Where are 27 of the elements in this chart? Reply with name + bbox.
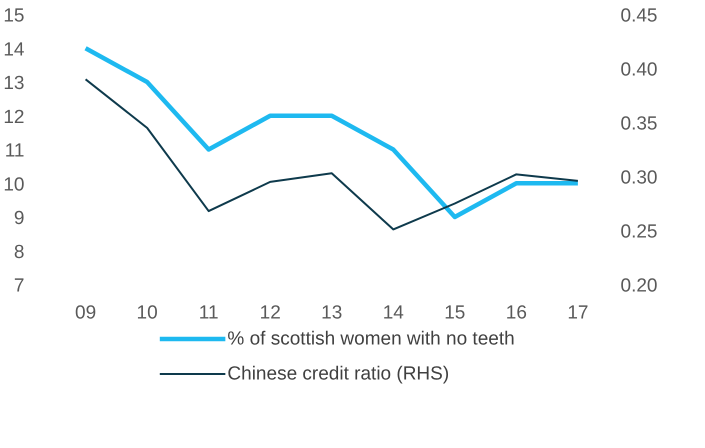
x-tick-label: 17 (567, 302, 588, 324)
y2-tick-label: 0.45 (620, 6, 658, 26)
y2-tick-label: 0.35 (620, 114, 658, 134)
y2-tick-label: 0.30 (620, 168, 658, 188)
y-tick-label: 8 (14, 242, 25, 263)
y-tick-label: 9 (14, 208, 25, 229)
y-tick-label: 14 (3, 39, 25, 60)
y2-tick-label: 0.40 (620, 60, 658, 80)
y-tick-label: 13 (3, 73, 25, 94)
x-tick-label: 09 (75, 302, 96, 324)
x-tick-label: 10 (136, 302, 158, 324)
legend-label: % of scottish women with no teeth (227, 328, 515, 350)
y-tick-label: 15 (3, 6, 25, 26)
x-tick-label: 13 (321, 302, 342, 324)
x-tick-label: 14 (382, 302, 404, 324)
y2-tick-label: 0.20 (620, 276, 658, 296)
x-tick-label: 11 (198, 302, 219, 324)
y-tick-label: 12 (3, 106, 25, 128)
legend-label: Chinese credit ratio (RHS) (227, 364, 450, 384)
x-tick-label: 16 (506, 302, 527, 324)
y-tick-label: 11 (4, 140, 25, 162)
x-tick-label: 15 (444, 302, 466, 324)
y-tick-label: 10 (3, 174, 25, 196)
line-series (84, 78, 579, 230)
x-tick-label: 12 (260, 302, 281, 324)
y-tick-label: 7 (14, 276, 25, 296)
y2-tick-label: 0.25 (620, 222, 658, 242)
